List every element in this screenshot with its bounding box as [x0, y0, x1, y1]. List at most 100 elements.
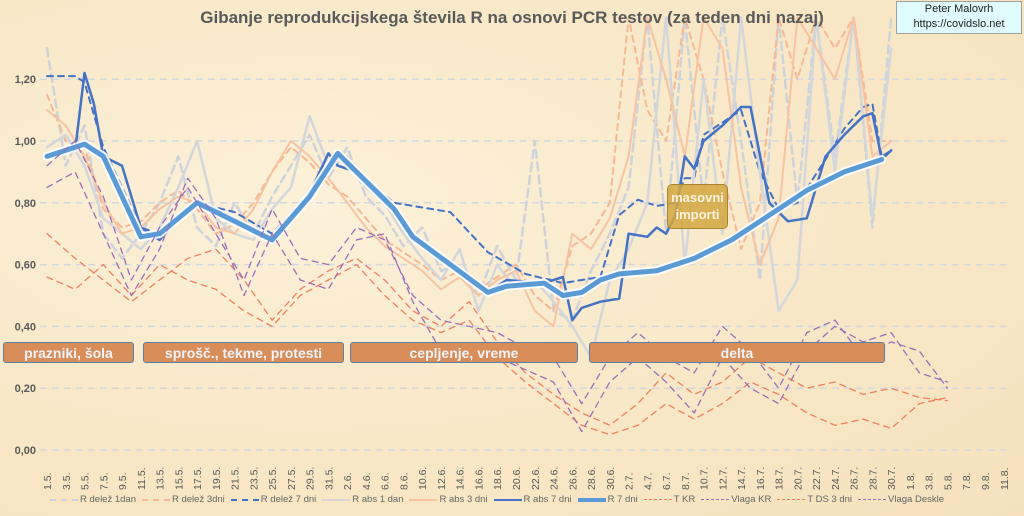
legend-label: T KR — [673, 494, 696, 505]
x-tick-label: 9.5. — [117, 472, 129, 490]
x-tick-label: 6.6. — [380, 472, 392, 490]
x-tick-label: 22.6. — [530, 467, 542, 490]
legend-swatch — [141, 498, 170, 501]
legend-swatch — [858, 499, 887, 500]
x-tick-label: 22.7. — [811, 467, 823, 490]
x-tick-label: 27.5. — [286, 467, 298, 490]
x-tick-label: 5.5. — [80, 472, 92, 490]
legend-swatch — [230, 498, 259, 501]
x-tick-label: 11.8. — [999, 467, 1011, 490]
x-tick-label: 2.7. — [624, 472, 636, 490]
x-tick-label: 12.7. — [717, 467, 729, 490]
legend-swatch — [643, 499, 672, 500]
x-tick-label: 26.6. — [567, 467, 579, 490]
x-tick-label: 28.7. — [867, 467, 879, 490]
x-tick-label: 25.5. — [267, 467, 279, 490]
legend-item: R delež 1dan — [50, 494, 136, 505]
x-tick-label: 20.7. — [792, 467, 804, 490]
annotation-delta: delta — [589, 342, 885, 363]
y-tick-label: 0,00 — [15, 445, 36, 457]
x-tick-label: 15.5. — [173, 467, 185, 490]
y-axis-ticks: 0,00 0,20 0,40 0,60 0,80 1,00 1,20 — [15, 74, 36, 457]
legend-label: R delež 1dan — [80, 494, 136, 505]
legend-label: R abs 3 dni — [439, 494, 488, 505]
x-tick-label: 17.5. — [192, 467, 204, 490]
legend-swatch — [50, 498, 78, 501]
y-tick-label: 0,80 — [15, 198, 36, 210]
series-t-kr — [46, 233, 949, 426]
legend-label: Vlaga Deskle — [888, 494, 945, 505]
x-tick-label: 24.7. — [830, 467, 842, 490]
x-tick-label: 30.6. — [605, 467, 617, 490]
annotation-masovni-importi: masovni importi — [667, 184, 728, 229]
legend-label: R 7 dni — [607, 494, 638, 505]
legend-item: Vlaga Deskle — [858, 494, 944, 505]
legend-label: T DS 3 dni — [807, 494, 853, 505]
annotation-line: masovni — [671, 190, 724, 205]
legend-label: R abs 1 dan — [352, 494, 404, 505]
x-tick-label: 3.5. — [61, 472, 73, 490]
x-tick-label: 30.7. — [886, 467, 898, 490]
x-tick-label: 31.5. — [323, 467, 335, 490]
series-vlaga-deskle — [46, 171, 949, 433]
x-tick-label: 28.6. — [586, 467, 598, 490]
x-tick-label: 8.7. — [680, 472, 692, 490]
legend-swatch — [577, 497, 606, 502]
x-tick-label: 2.6. — [342, 472, 354, 490]
annotation-cepljenje: cepljenje, vreme — [350, 342, 578, 363]
y-tick-label: 1,20 — [15, 74, 36, 86]
x-tick-label: 16.6. — [473, 467, 485, 490]
x-tick-label: 10.7. — [699, 467, 711, 490]
credit-name: Peter Malovrh — [924, 3, 994, 15]
legend-item: R abs 7 dni — [493, 494, 572, 505]
legend-item: Vlaga KR — [701, 494, 771, 505]
x-tick-label: 7.8. — [961, 472, 973, 490]
credit-url[interactable]: https://covidslo.net — [913, 18, 1005, 30]
legend-swatch — [409, 498, 438, 501]
x-tick-label: 10.6. — [417, 467, 429, 490]
credit-box: Peter Malovrh https://covidslo.net — [896, 1, 1022, 34]
x-tick-label: 24.6. — [549, 467, 561, 490]
legend-swatch — [493, 498, 522, 501]
legend-item: R abs 3 dni — [409, 494, 488, 505]
legend: R delež 1dan R delež 3dni R delež 7 dni R a… — [50, 494, 990, 505]
x-tick-label: 14.6. — [455, 467, 467, 490]
legend-swatch — [701, 499, 730, 500]
legend-label: R abs 7 dni — [523, 494, 572, 505]
x-tick-label: 1.8. — [905, 472, 917, 490]
legend-item: T KR — [643, 494, 696, 505]
legend-swatch — [322, 498, 351, 501]
legend-swatch — [777, 499, 806, 500]
x-tick-label: 4.6. — [361, 472, 373, 490]
x-tick-label: 16.7. — [755, 467, 767, 490]
gridlines — [40, 78, 1012, 451]
y-tick-label: 0,40 — [15, 321, 36, 333]
x-tick-label: 21.5. — [230, 467, 242, 490]
x-tick-label: 12.6. — [436, 467, 448, 490]
legend-item: R 7 dni — [577, 494, 638, 505]
x-tick-label: 4.7. — [642, 472, 654, 490]
series-r-7-dni — [44, 141, 885, 298]
chart-title: Gibanje reprodukcijskega števila R na os… — [200, 8, 824, 27]
series-r-abs-1-dan — [45, 16, 893, 359]
x-tick-label: 1.5. — [42, 472, 54, 490]
x-tick-label: 18.7. — [774, 467, 786, 490]
x-tick-label: 29.5. — [305, 467, 317, 490]
x-tick-label: 8.6. — [398, 472, 410, 490]
legend-item: T DS 3 dni — [777, 494, 852, 505]
series-lines — [42, 16, 949, 436]
legend-item: R abs 1 dan — [322, 494, 403, 505]
annotation-prazniki: prazniki, šola — [3, 342, 134, 363]
legend-label: Vlaga KR — [731, 494, 772, 505]
legend-label: R delež 7 dni — [260, 494, 317, 505]
x-tick-label: 7.5. — [98, 472, 110, 490]
x-tick-label: 5.8. — [942, 472, 954, 490]
x-tick-label: 26.7. — [849, 467, 861, 490]
x-tick-label: 20.6. — [511, 467, 523, 490]
legend-item: R delež 7 dni — [230, 494, 317, 505]
y-tick-label: 1,00 — [15, 136, 36, 148]
legend-label: R delež 3dni — [171, 494, 225, 505]
x-tick-label: 11.5. — [136, 467, 148, 490]
annotation-line: importi — [675, 207, 720, 222]
